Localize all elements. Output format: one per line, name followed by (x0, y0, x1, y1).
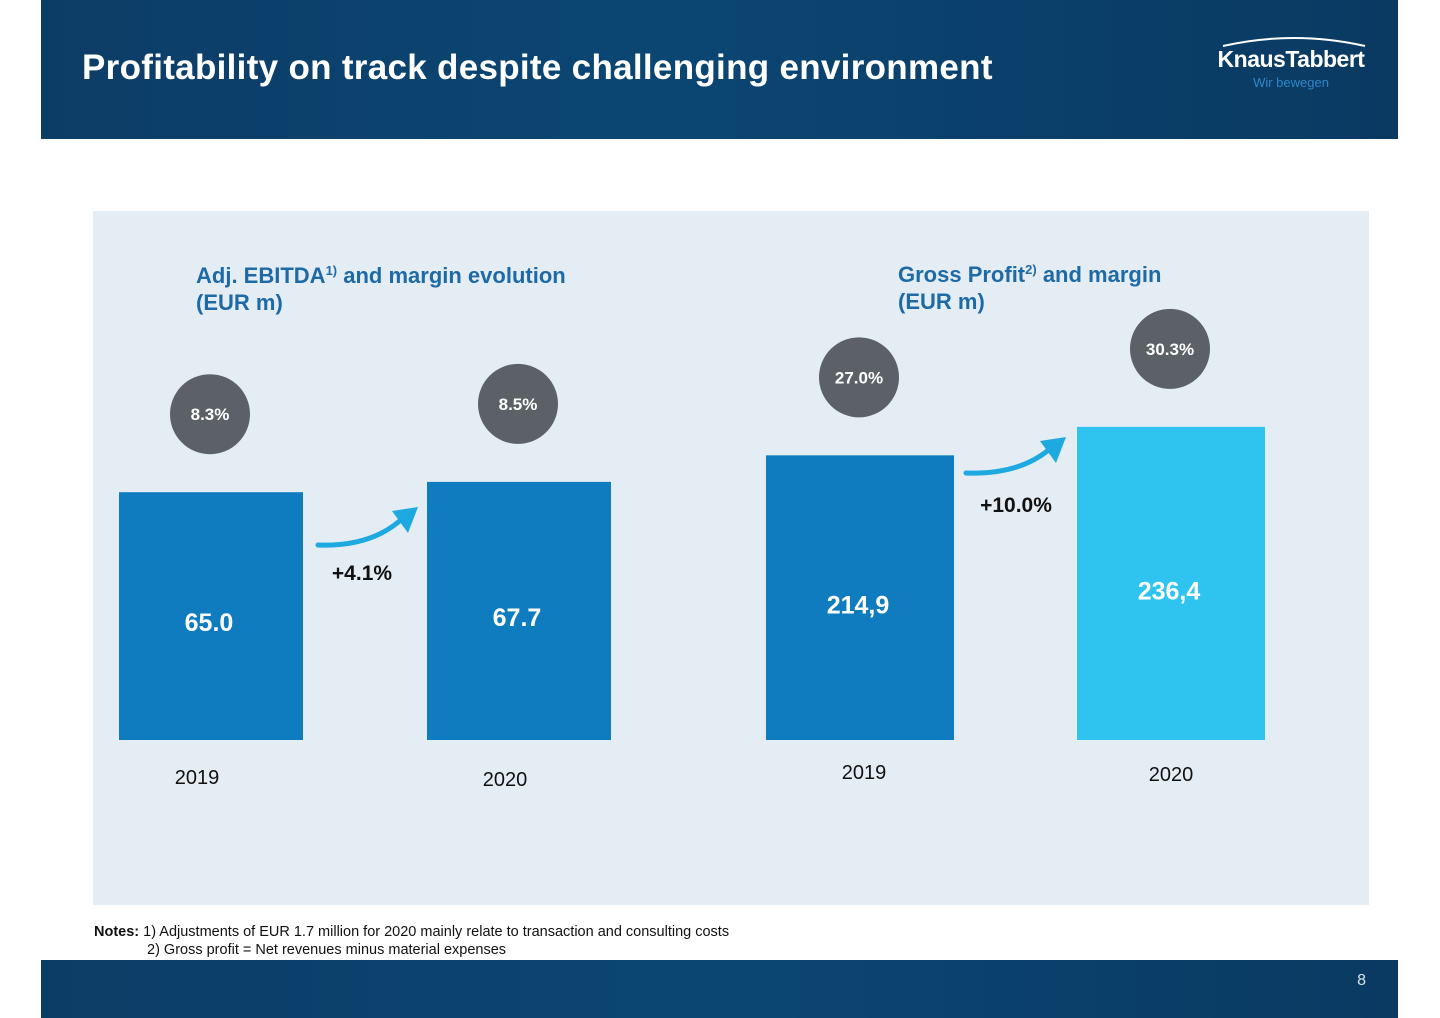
gross-profit-value-label-2019: 214,9 (827, 591, 890, 619)
ebitda-title-rest: and margin evolution (337, 263, 566, 288)
notes-label: Notes: (94, 924, 140, 940)
ebitda-growth-label: +4.1% (332, 562, 392, 585)
gross-profit-title-unit: (EUR m) (898, 289, 985, 314)
gross-profit-growth-arrowhead-icon (1040, 437, 1066, 463)
ebitda-growth-arrowhead-icon (392, 507, 418, 533)
page-number: 8 (1357, 972, 1366, 989)
ebitda-title-main: Adj. EBITDA (196, 263, 326, 288)
note-1: 1) Adjustments of EUR 1.7 million for 20… (143, 924, 730, 940)
gross-profit-bar-2019 (766, 455, 954, 740)
gross-profit-bar-2020 (1077, 426, 1265, 740)
gross-profit-margin-circle-2019 (819, 337, 899, 418)
notes: Notes: 1) Adjustments of EUR 1.7 million… (94, 923, 729, 959)
gross-profit-growth-arrow-icon (963, 444, 1055, 476)
gross-profit-chart-title: Gross Profit2) and margin (EUR m) (898, 256, 1161, 315)
ebitda-category-label-2019: 2019 (175, 767, 220, 789)
ebitda-chart-title: Adj. EBITDA1) and margin evolution (EUR … (196, 257, 566, 316)
gross-profit-category-label-2019: 2019 (842, 762, 887, 784)
footer-banner: 8 (41, 960, 1398, 1018)
logo-tagline: Wir bewegen (1253, 75, 1329, 90)
gross-profit-growth-label: +10.0% (980, 494, 1052, 517)
ebitda-margin-circle-2019 (170, 374, 250, 455)
ebitda-margin-label-2020: 8.5% (499, 395, 538, 414)
page-title: Profitability on track despite challengi… (82, 48, 993, 87)
ebitda-category-label-2020: 2020 (483, 769, 528, 791)
ebitda-bar-2019 (119, 492, 303, 740)
ebitda-value-label-2020: 67.7 (493, 604, 542, 632)
ebitda-margin-label-2019: 8.3% (191, 405, 230, 424)
gross-profit-title-rest: and margin (1036, 262, 1162, 287)
note-2: 2) Gross profit = Net revenues minus mat… (147, 942, 507, 958)
logo-name: KnausTabbert (1217, 46, 1365, 72)
gross-profit-margin-label-2020: 30.3% (1146, 340, 1194, 359)
ebitda-bar-2020 (427, 481, 611, 740)
logo-arc-icon (1222, 37, 1366, 47)
gross-profit-title-footnote: 2) (1025, 262, 1037, 277)
ebitda-title-footnote: 1) (325, 263, 338, 278)
ebitda-title-unit: (EUR m) (196, 290, 283, 315)
gross-profit-margin-label-2019: 27.0% (835, 368, 883, 387)
gross-profit-category-label-2020: 2020 (1149, 764, 1194, 786)
ebitda-value-label-2019: 65.0 (185, 609, 234, 637)
ebitda-growth-arrow-icon (315, 514, 407, 548)
gross-profit-title-main: Gross Profit (898, 262, 1026, 287)
header-banner: Profitability on track despite challengi… (41, 0, 1398, 139)
gross-profit-value-label-2020: 236,4 (1138, 578, 1201, 606)
company-logo: KnausTabbert Wir bewegen (1211, 34, 1371, 94)
gross-profit-margin-circle-2020 (1130, 308, 1210, 389)
ebitda-margin-circle-2020 (478, 363, 558, 444)
